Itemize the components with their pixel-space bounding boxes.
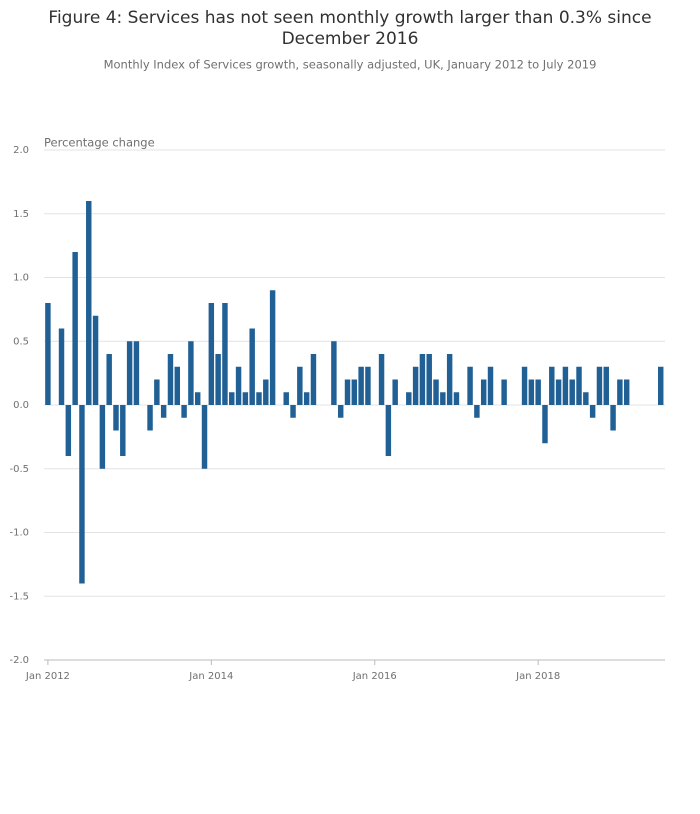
bar [106, 354, 112, 405]
y-axis-label: Percentage change [44, 136, 155, 150]
bar [480, 379, 487, 405]
bar [154, 379, 160, 405]
bar [215, 354, 221, 405]
bar [256, 392, 262, 405]
y-tick-label: 0.5 [13, 336, 29, 347]
bar [487, 366, 494, 405]
bar [249, 328, 255, 405]
bar [555, 379, 562, 405]
bar [358, 366, 364, 405]
bar [160, 405, 167, 418]
x-tick-label: Jan 2018 [515, 671, 560, 682]
bar [181, 405, 187, 418]
bar [583, 392, 589, 405]
bar [658, 366, 664, 405]
bar [126, 341, 133, 405]
y-tick-label: 1.5 [13, 209, 29, 220]
bar [521, 366, 528, 405]
bar [446, 354, 453, 405]
bar [392, 379, 398, 405]
y-tick-label: -1.0 [9, 528, 29, 539]
bar [303, 392, 310, 405]
bar [576, 366, 582, 405]
bar [351, 379, 358, 405]
bar [378, 354, 385, 405]
bar [290, 405, 296, 418]
bar [535, 379, 541, 405]
bar [72, 252, 78, 405]
bar [263, 379, 269, 405]
bar [269, 290, 276, 405]
bar [147, 405, 153, 431]
bar [45, 303, 51, 405]
bar [337, 405, 344, 418]
bar [188, 341, 194, 405]
y-tick-label: -0.5 [9, 464, 29, 475]
bar [79, 405, 85, 584]
bar [569, 379, 575, 405]
bar [412, 366, 419, 405]
bar [528, 379, 535, 405]
bar [120, 405, 126, 456]
bar [501, 379, 507, 405]
bar [58, 328, 65, 405]
bar [235, 366, 242, 405]
bar [331, 341, 337, 405]
bar [617, 379, 623, 405]
bar [297, 366, 303, 405]
bar [208, 303, 215, 405]
y-tick-label: 1.0 [13, 273, 29, 284]
bar [99, 405, 106, 469]
y-tick-label: 2.0 [13, 145, 29, 156]
bar [242, 392, 249, 405]
bar [453, 392, 460, 405]
bar [623, 379, 630, 405]
bar [562, 366, 569, 405]
chart-title: Figure 4: Services has not seen monthly … [48, 8, 651, 49]
bar [174, 366, 181, 405]
bar [133, 341, 140, 405]
bar [344, 379, 351, 405]
bar [426, 354, 432, 405]
bar [194, 392, 201, 405]
bar [433, 379, 439, 405]
bar [385, 405, 392, 456]
bar [310, 354, 317, 405]
bar [474, 405, 480, 418]
bar [610, 405, 616, 431]
bar [419, 354, 426, 405]
bar [92, 315, 99, 405]
bar [542, 405, 548, 444]
x-tick-label: Jan 2012 [25, 671, 70, 682]
chart-subtitle: Monthly Index of Services growth, season… [104, 58, 597, 72]
bar [549, 366, 555, 405]
bar [283, 392, 289, 405]
y-tick-label: -1.5 [9, 591, 29, 602]
bar [86, 201, 92, 405]
bar [222, 303, 228, 405]
bar [467, 366, 473, 405]
bar [113, 405, 119, 431]
bar [596, 366, 603, 405]
bar [589, 405, 596, 418]
x-tick-label: Jan 2016 [352, 671, 397, 682]
bar [365, 366, 371, 405]
bar [406, 392, 412, 405]
bar [229, 392, 235, 405]
bar [201, 405, 208, 469]
y-tick-label: -2.0 [9, 655, 29, 666]
bar [603, 366, 609, 405]
bar [65, 405, 72, 456]
x-tick-label: Jan 2014 [188, 671, 233, 682]
bar [440, 392, 446, 405]
bar [167, 354, 174, 405]
y-tick-label: 0.0 [13, 400, 29, 411]
